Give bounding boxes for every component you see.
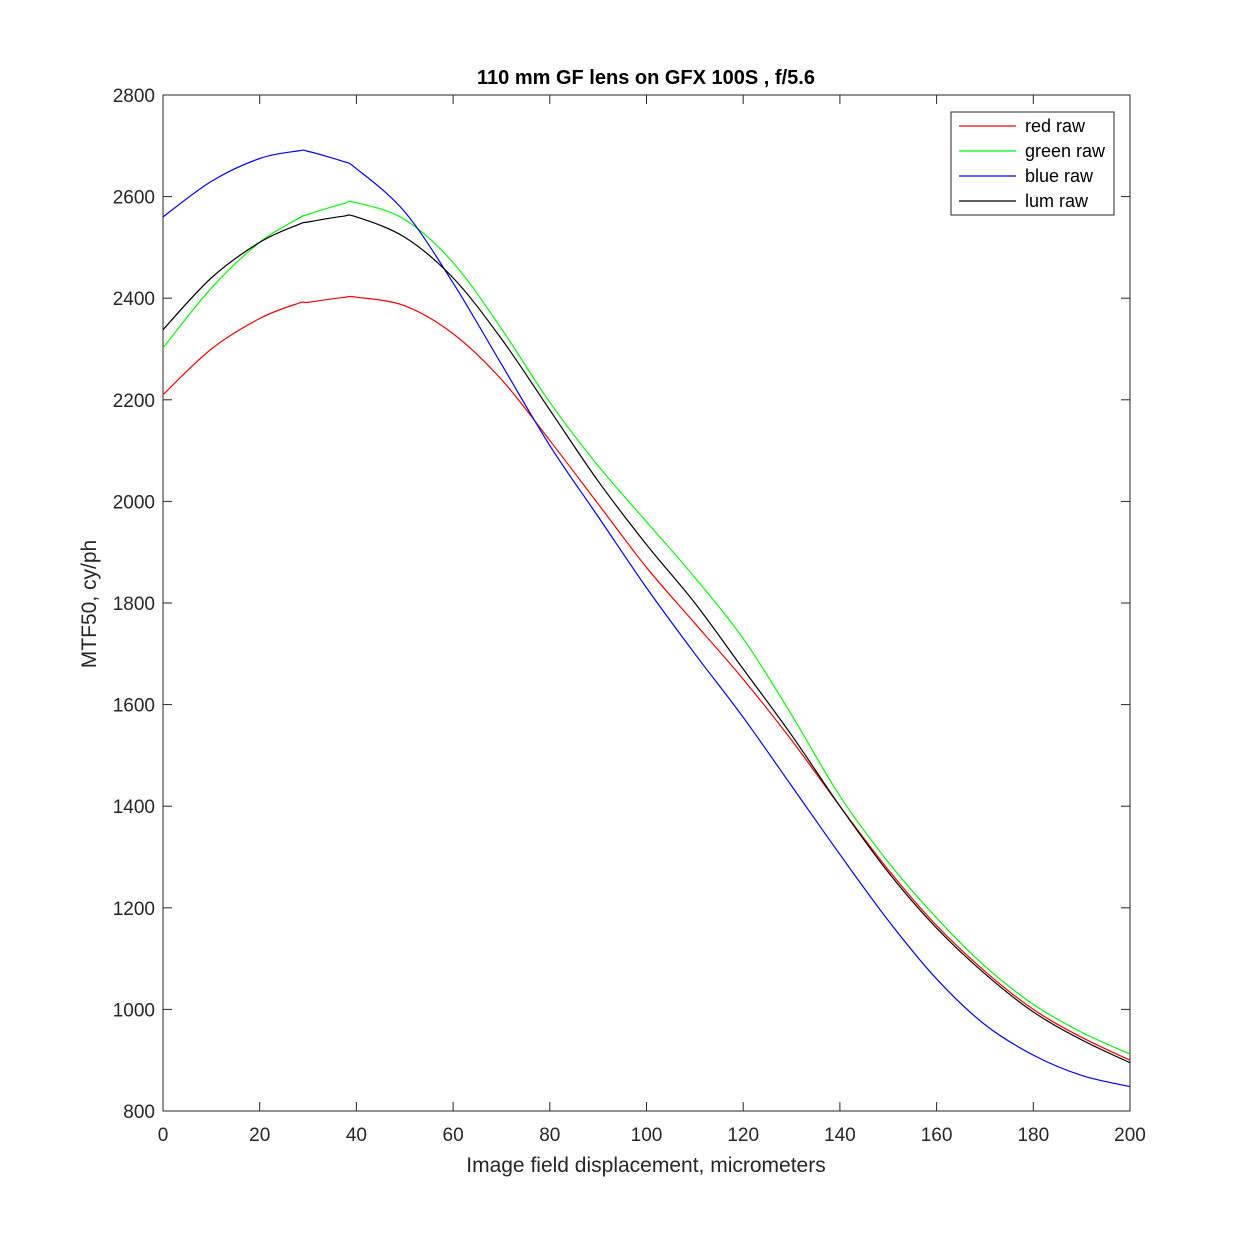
series-line-blue-raw bbox=[162, 149, 1131, 1088]
legend-label-red-raw: red raw bbox=[1025, 116, 1086, 136]
series-line-lum-raw bbox=[162, 214, 1131, 1064]
x-tick-label: 200 bbox=[1114, 1125, 1146, 1146]
x-tick-label: 0 bbox=[158, 1125, 169, 1146]
legend: red raw green raw blue raw lum raw bbox=[950, 111, 1115, 216]
y-tick-label: 2200 bbox=[113, 391, 155, 412]
y-tick-label: 1200 bbox=[113, 899, 155, 920]
plot-area: 0 20 40 60 80 100 120 140 160 180 200 800 1000 1200 14… bbox=[113, 86, 1146, 1146]
series-line-red-raw bbox=[162, 295, 1131, 1061]
legend-label-blue-raw: blue raw bbox=[1025, 166, 1094, 186]
x-axis-label: Image field displacement, micrometers bbox=[466, 1154, 825, 1177]
plot-frame bbox=[162, 94, 1131, 1112]
y-tick-label: 2400 bbox=[113, 289, 155, 310]
y-tick-label: 2800 bbox=[113, 86, 155, 107]
series-line-green-raw bbox=[162, 200, 1131, 1055]
x-tick-label: 120 bbox=[727, 1125, 759, 1146]
x-tick-label: 80 bbox=[539, 1125, 560, 1146]
y-tick-label: 2600 bbox=[113, 188, 155, 209]
x-tick-label: 100 bbox=[631, 1125, 663, 1146]
x-tick-label: 20 bbox=[249, 1125, 270, 1146]
legend-box bbox=[950, 111, 1115, 216]
y-tick-label: 1000 bbox=[113, 1000, 155, 1021]
y-axis-label: MTF50, cy/ph bbox=[78, 540, 101, 668]
x-tick-label: 140 bbox=[824, 1125, 856, 1146]
y-tick-label: 800 bbox=[123, 1102, 155, 1123]
x-tick-label: 40 bbox=[346, 1125, 367, 1146]
chart-title: 110 mm GF lens on GFX 100S , f/5.6 bbox=[477, 67, 815, 89]
x-tick-label: 180 bbox=[1017, 1125, 1049, 1146]
y-tick-label: 1400 bbox=[113, 797, 155, 818]
legend-label-lum-raw: lum raw bbox=[1025, 191, 1089, 211]
x-tick-label: 60 bbox=[443, 1125, 464, 1146]
x-tick-label: 160 bbox=[921, 1125, 953, 1146]
y-tick-label: 1800 bbox=[113, 594, 155, 615]
y-tick-label: 1600 bbox=[113, 696, 155, 717]
y-tick-label: 2000 bbox=[113, 492, 155, 513]
legend-label-green-raw: green raw bbox=[1025, 141, 1106, 161]
